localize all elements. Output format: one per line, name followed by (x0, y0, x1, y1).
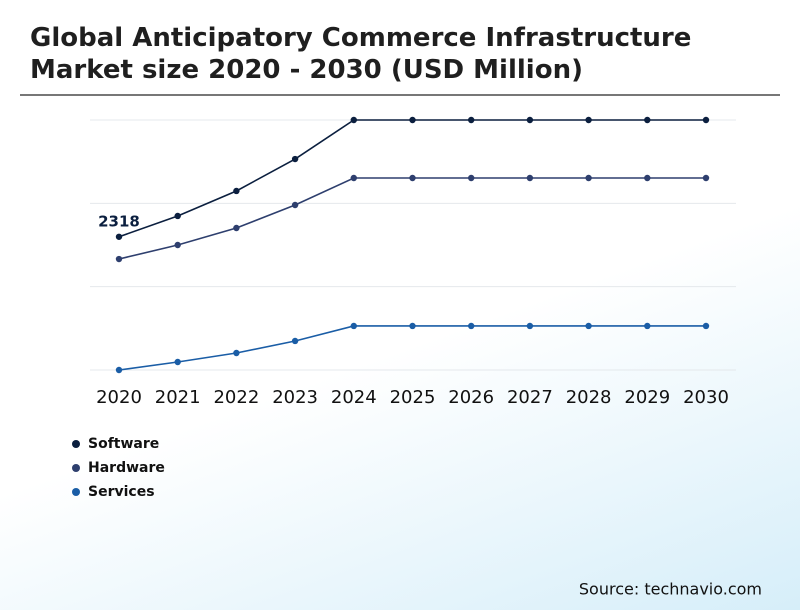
data-point (702, 174, 710, 182)
data-point (468, 322, 475, 330)
data-point (291, 201, 299, 209)
data-label: 2318 (98, 212, 140, 230)
legend-label: Hardware (88, 460, 165, 476)
data-point (526, 322, 534, 330)
title-rule (20, 94, 780, 96)
data-point (585, 322, 592, 330)
data-point (174, 358, 181, 366)
x-tick-label: 2023 (272, 387, 318, 408)
chart-title: Global Anticipatory Commerce Infrastruct… (30, 23, 692, 85)
x-tick-label: 2030 (683, 387, 729, 408)
legend-marker (72, 464, 80, 472)
data-point (409, 174, 416, 182)
legend-marker (72, 440, 80, 448)
data-point (409, 322, 416, 330)
series-line (118, 177, 706, 260)
data-point (409, 116, 416, 124)
data-point (174, 212, 181, 220)
data-point (174, 241, 181, 249)
x-tick-label: 2022 (213, 387, 259, 408)
data-point (350, 322, 357, 330)
data-point (526, 116, 534, 124)
data-point (526, 174, 534, 182)
source: Source: technavio.com (579, 580, 762, 599)
data-point (115, 233, 123, 240)
data-point (350, 116, 357, 124)
x-tick-label: 2021 (155, 387, 201, 408)
data-point (468, 174, 475, 182)
data-point (468, 116, 475, 124)
x-tick-label: 2027 (507, 387, 553, 408)
legend-marker (72, 488, 80, 496)
data-point (115, 255, 123, 263)
data-point (233, 187, 240, 195)
data-point (644, 116, 651, 124)
data-point (644, 174, 651, 182)
x-tick-label: 2020 (96, 387, 142, 408)
data-point (585, 116, 592, 124)
data-point (291, 337, 299, 345)
data-point (115, 366, 123, 374)
data-point (291, 155, 299, 163)
x-tick-label: 2026 (448, 387, 494, 408)
x-tick-label: 2028 (566, 387, 612, 408)
data-point (644, 322, 651, 330)
data-point (350, 174, 357, 182)
data-point (702, 116, 710, 124)
legend-label: Services (88, 484, 155, 500)
x-tick-label: 2025 (390, 387, 436, 408)
x-tick-label: 2024 (331, 387, 377, 408)
legend-label: Software (88, 436, 159, 452)
data-point (233, 224, 240, 232)
data-point (233, 349, 240, 357)
series-line (118, 325, 706, 371)
data-point (702, 322, 710, 330)
x-tick-label: 2029 (624, 387, 670, 408)
data-point (585, 174, 592, 182)
